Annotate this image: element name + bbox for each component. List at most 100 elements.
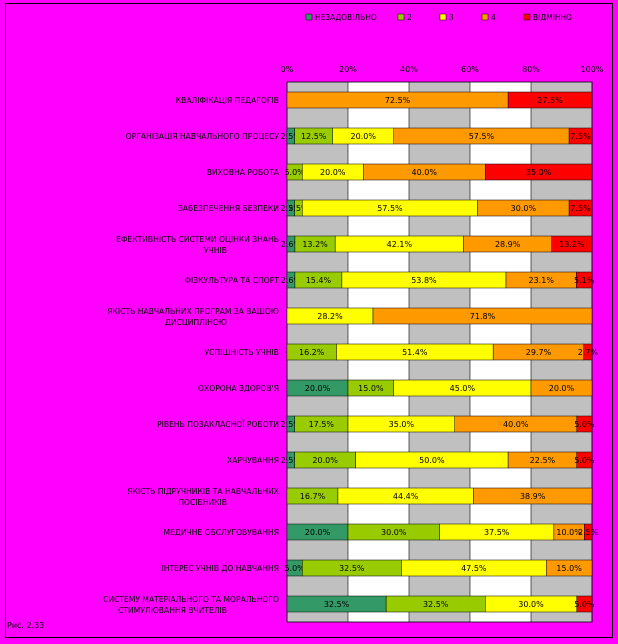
data-label: 15.0% bbox=[556, 564, 582, 573]
legend-label: ВІДМІННО bbox=[533, 13, 572, 22]
category-label: ЯКІСТЬ НАВЧАЛЬНИХ ПРОГРАМ ЗА ВАШОЮ bbox=[107, 307, 279, 316]
data-label: 57.5% bbox=[469, 132, 495, 141]
category-label: ХАРЧУВАННЯ bbox=[227, 456, 279, 465]
data-label: 2.6% bbox=[281, 276, 302, 285]
category-label: ОХОРОНА ЗДОРОВ'Я bbox=[198, 384, 279, 393]
bar-segment bbox=[546, 559, 593, 577]
bar-segment bbox=[530, 379, 593, 397]
category-label: ВИХОВНА РОБОТА bbox=[207, 168, 280, 177]
x-tick-label: 100% bbox=[581, 65, 604, 74]
data-label: 40.0% bbox=[503, 420, 529, 429]
legend-swatch bbox=[305, 13, 313, 21]
data-label: 2.6% bbox=[281, 240, 302, 249]
data-label: 22.5% bbox=[530, 456, 556, 465]
bar-segment bbox=[576, 595, 593, 613]
data-label: 20.0% bbox=[305, 384, 331, 393]
data-label: 29.7% bbox=[526, 348, 552, 357]
data-label: 2.7% bbox=[578, 348, 599, 357]
data-label: 20.0% bbox=[305, 528, 331, 537]
data-label: 51.4% bbox=[402, 348, 428, 357]
data-label: 2.5% bbox=[281, 204, 302, 213]
category-label: МЕДИЧНЕ ОБСЛУГОВУВАННЯ bbox=[164, 528, 279, 537]
data-label: 47.5% bbox=[461, 564, 487, 573]
data-label: 5.0% bbox=[574, 420, 595, 429]
data-label: 30.0% bbox=[511, 204, 537, 213]
data-label: 57.5% bbox=[377, 204, 403, 213]
category-label: ЕФЕКТИВНІСТЬ СИСТЕМИ ОЦІНКИ ЗНАНЬ bbox=[116, 235, 279, 244]
legend-swatch bbox=[523, 13, 531, 21]
category-label: ІНТЕРЕС УЧНІВ ДО НАВЧАННЯ bbox=[162, 564, 279, 573]
data-label: 20.0% bbox=[312, 456, 338, 465]
data-label: 32.5% bbox=[339, 564, 365, 573]
bar-segment bbox=[485, 163, 593, 181]
data-label: 44.4% bbox=[393, 492, 419, 501]
data-label: 2.5% bbox=[288, 204, 309, 213]
data-label: 35.0% bbox=[526, 168, 552, 177]
data-label: 42.1% bbox=[387, 240, 413, 249]
data-label: 5.1% bbox=[574, 276, 595, 285]
data-label: 71.8% bbox=[470, 312, 496, 321]
category-label: РІВЕНЬ ПОЗАКЛАСНОЇ РОБОТИ bbox=[157, 420, 279, 429]
legend-label: 2 bbox=[407, 13, 412, 22]
data-label: 5.0% bbox=[284, 564, 305, 573]
category-label: ДИСЦИПЛІНОЮ bbox=[165, 318, 227, 327]
bar-segment bbox=[551, 235, 593, 253]
legend-label: 3 bbox=[449, 13, 454, 22]
data-label: 23.1% bbox=[529, 276, 555, 285]
data-label: 30.0% bbox=[518, 600, 544, 609]
data-label: 30.0% bbox=[381, 528, 407, 537]
x-tick-label: 80% bbox=[522, 65, 540, 74]
bar-segment bbox=[507, 91, 593, 109]
data-label: 20.0% bbox=[549, 384, 575, 393]
bar-segment bbox=[473, 487, 593, 505]
data-label: 38.9% bbox=[520, 492, 546, 501]
bar-segment bbox=[584, 523, 593, 541]
data-label: 2.5% bbox=[281, 420, 302, 429]
bar-segment bbox=[576, 451, 593, 469]
data-label: 2.5% bbox=[281, 456, 302, 465]
data-label: 16.2% bbox=[299, 348, 325, 357]
chart-frame bbox=[5, 3, 613, 638]
data-label: 20.0% bbox=[351, 132, 377, 141]
data-label: 50.0% bbox=[419, 456, 445, 465]
data-label: 13.2% bbox=[302, 240, 328, 249]
data-label: 15.0% bbox=[358, 384, 384, 393]
data-label: 5.0% bbox=[574, 600, 595, 609]
category-label: УСПІШНІСТЬ УЧНІВ bbox=[204, 348, 279, 357]
data-label: 28.9% bbox=[495, 240, 521, 249]
x-tick-label: 20% bbox=[339, 65, 357, 74]
category-label: УЧНІВ bbox=[204, 246, 227, 255]
data-label: 32.5% bbox=[324, 600, 350, 609]
data-label: 53.8% bbox=[411, 276, 437, 285]
category-label: ЯКІСТЬ ПІДРУЧНИКІВ ТА НАВЧАЛЬНИХ bbox=[127, 487, 279, 496]
data-label: 7.5% bbox=[570, 204, 591, 213]
bar-segment bbox=[568, 199, 593, 217]
data-label: 27.5% bbox=[537, 96, 563, 105]
category-label: ОРГАНІЗАЦІЯ НАВЧАЛЬНОГО ПРОЦЕСУ bbox=[126, 132, 280, 141]
x-tick-label: 40% bbox=[400, 65, 418, 74]
data-label: 20.0% bbox=[320, 168, 346, 177]
data-label: 37.5% bbox=[484, 528, 510, 537]
data-label: 28.2% bbox=[317, 312, 343, 321]
data-label: 10.0% bbox=[556, 528, 582, 537]
legend-swatch bbox=[439, 13, 447, 21]
data-label: 5.0% bbox=[574, 456, 595, 465]
category-label: ПОСІБНИКІВ bbox=[178, 498, 227, 507]
legend-swatch bbox=[481, 13, 489, 21]
data-label: 40.0% bbox=[412, 168, 438, 177]
data-label: 35.0% bbox=[389, 420, 415, 429]
figure-caption: Рис. 2.33 bbox=[7, 621, 45, 630]
data-label: 2.5% bbox=[578, 528, 599, 537]
x-tick-label: 60% bbox=[461, 65, 479, 74]
legend-swatch bbox=[397, 13, 405, 21]
data-label: 7.5% bbox=[570, 132, 591, 141]
legend-label: НЕЗАДОВІЛЬНО bbox=[315, 13, 377, 22]
bar-segment bbox=[576, 271, 593, 289]
category-label: СИСТЕМУ МАТЕРІАЛЬНОГО ТА МОРАЛЬНОГО bbox=[103, 595, 279, 604]
bar-segment bbox=[372, 307, 593, 325]
data-label: 17.5% bbox=[309, 420, 335, 429]
legend-label: 4 bbox=[491, 13, 496, 22]
data-label: 32.5% bbox=[423, 600, 449, 609]
